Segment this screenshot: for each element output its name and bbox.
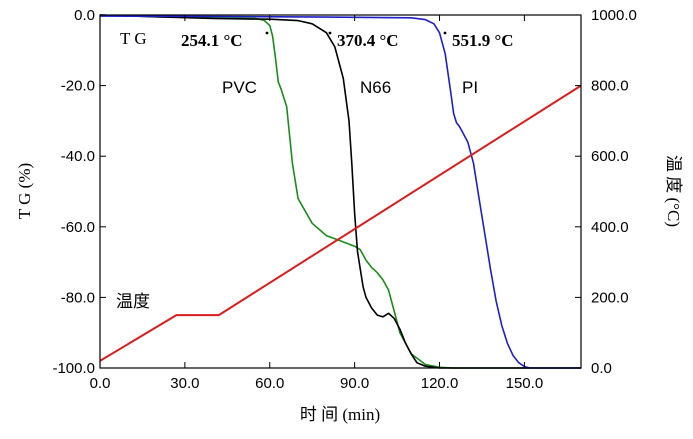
x-tick-label: 0.0: [90, 375, 111, 392]
series-line-temperature: [99, 84, 582, 362]
annotation-pi-onset: 551.9 °C: [452, 31, 514, 50]
ticks-layer: 0.0 30.0 60.0 90.0 120.0 150.0 0.0 -20.0 -40.0 -6…: [52, 7, 636, 392]
y-left-tick-label: -20.0: [61, 78, 95, 95]
series-line-pvc: [99, 14, 581, 369]
panel-label: T G: [120, 29, 147, 48]
series-line-n66: [99, 14, 581, 369]
x-tick-label: 120.0: [421, 375, 459, 392]
onset-marker: [443, 31, 447, 35]
y-right-tick-label: 200.0: [591, 289, 629, 306]
onset-marker: [328, 31, 332, 35]
annotation-n66-onset: 370.4 °C: [337, 31, 399, 50]
y-left-tick-label: -80.0: [61, 289, 95, 306]
annotation-pvc-onset: 254.1 °C: [181, 31, 243, 50]
y-left-tick-label: -40.0: [61, 148, 95, 165]
series-label-temperature: 温度: [116, 292, 150, 311]
series-label-pvc: PVC: [222, 78, 257, 97]
onset-marker: [265, 31, 269, 35]
series-label-n66: N66: [360, 78, 391, 97]
x-tick-label: 30.0: [170, 375, 199, 392]
series-line-pi: [99, 15, 581, 369]
y-right-tick-label: 400.0: [591, 219, 629, 236]
y-axis-right-title: 温 度 (°C): [664, 155, 683, 227]
y-axis-left-title: T G (%): [15, 163, 34, 219]
y-left-tick-label: -100.0: [52, 360, 95, 377]
x-tick-label: 60.0: [255, 375, 284, 392]
y-left-tick-label: -60.0: [61, 219, 95, 236]
y-right-tick-label: 800.0: [591, 78, 629, 95]
x-axis-title: 时 间 (min): [300, 405, 380, 424]
x-tick-label: 90.0: [340, 375, 369, 392]
x-tick-label: 150.0: [506, 375, 544, 392]
plot-frame: [99, 14, 582, 369]
y-right-tick-label: 600.0: [591, 148, 629, 165]
y-right-tick-label: 0.0: [591, 360, 612, 377]
y-left-tick-label: 0.0: [74, 7, 95, 24]
series-label-pi: PI: [462, 78, 478, 97]
series-layer: [99, 14, 582, 369]
y-right-tick-label: 1000.0: [591, 7, 637, 24]
